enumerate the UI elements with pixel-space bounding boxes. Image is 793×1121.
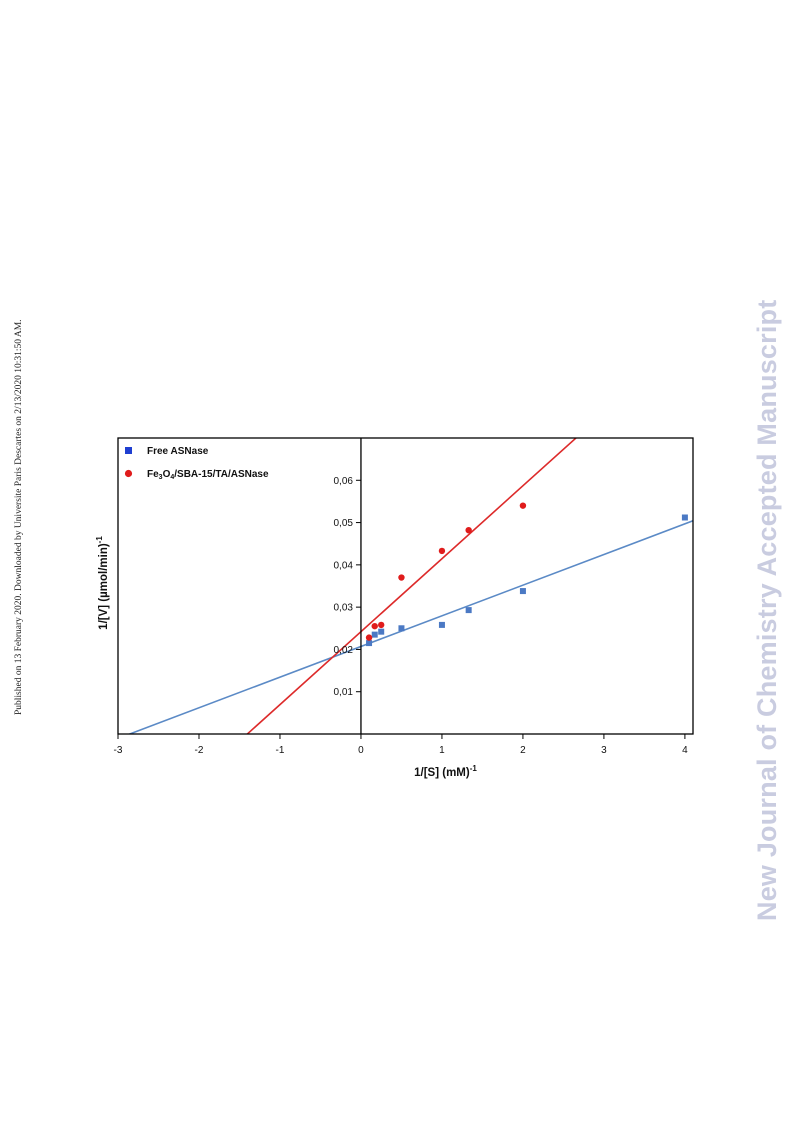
fit-lines (127, 438, 693, 734)
point-free-asnase (398, 625, 405, 632)
legend: Free ASNase Fe3O4/SBA-15/TA/ASNase (124, 446, 269, 481)
x-tick-label: 3 (601, 745, 607, 756)
x-tick-label: 2 (520, 745, 526, 756)
point-free-asnase (366, 640, 373, 647)
point-free-asnase (378, 628, 385, 635)
y-tick-label: 0,05 (333, 518, 353, 529)
legend-label-free-asnase: Free ASNase (147, 446, 209, 457)
point-free-asnase (465, 607, 472, 614)
y-tick-label: 0,06 (333, 476, 353, 487)
y-tick-label: 0,04 (333, 560, 353, 571)
point-free-asnase (681, 514, 688, 521)
data-points (365, 502, 688, 647)
point-fe3o4-sba15-ta-asnase (398, 574, 405, 581)
point-fe3o4-sba15-ta-asnase (365, 634, 373, 641)
x-tick-label: 0 (358, 745, 364, 756)
point-fe3o4-sba15-ta-asnase (519, 502, 527, 509)
legend-marker-free-asnase (125, 447, 132, 454)
x-tick-label: 4 (682, 745, 688, 756)
plot-frame (117, 437, 694, 735)
point-free-asnase (438, 621, 445, 628)
y-axis-label: 1/[V] (µmol/min)-1 (95, 536, 110, 630)
y-tick-label: 0,03 (333, 603, 353, 614)
fit-line-1 (127, 519, 693, 734)
axes: -3 -2 -1 0 1 2 3 4 0,01 0,02 0,03 0,04 0,05 0,06 (114, 437, 694, 756)
x-tick-label: -3 (114, 745, 123, 756)
axis-labels: 1/[S] (mM)-1 1/[V] (µmol/min)-1 (95, 536, 477, 779)
point-free-asnase (519, 588, 526, 595)
point-fe3o4-sba15-ta-asnase (465, 526, 472, 534)
x-axis-label: 1/[S] (mM)-1 (414, 764, 477, 779)
legend-label-fe3o4-sba15-ta-asnase: Fe3O4/SBA-15/TA/ASNase (147, 469, 269, 481)
y-tick-label: 0,01 (333, 687, 353, 698)
x-tick-label: -2 (195, 745, 204, 756)
point-fe3o4-sba15-ta-asnase (438, 547, 446, 555)
legend-marker-fe3o4-sba15-ta-asnase (124, 469, 133, 478)
point-fe3o4-sba15-ta-asnase (371, 622, 378, 630)
x-tick-label: -1 (276, 745, 285, 756)
point-free-asnase (371, 631, 378, 638)
x-tick-label: 1 (439, 745, 445, 756)
point-fe3o4-sba15-ta-asnase (378, 621, 385, 629)
fit-line-2 (246, 438, 578, 734)
y-tick-label: 0,02 (333, 645, 353, 656)
